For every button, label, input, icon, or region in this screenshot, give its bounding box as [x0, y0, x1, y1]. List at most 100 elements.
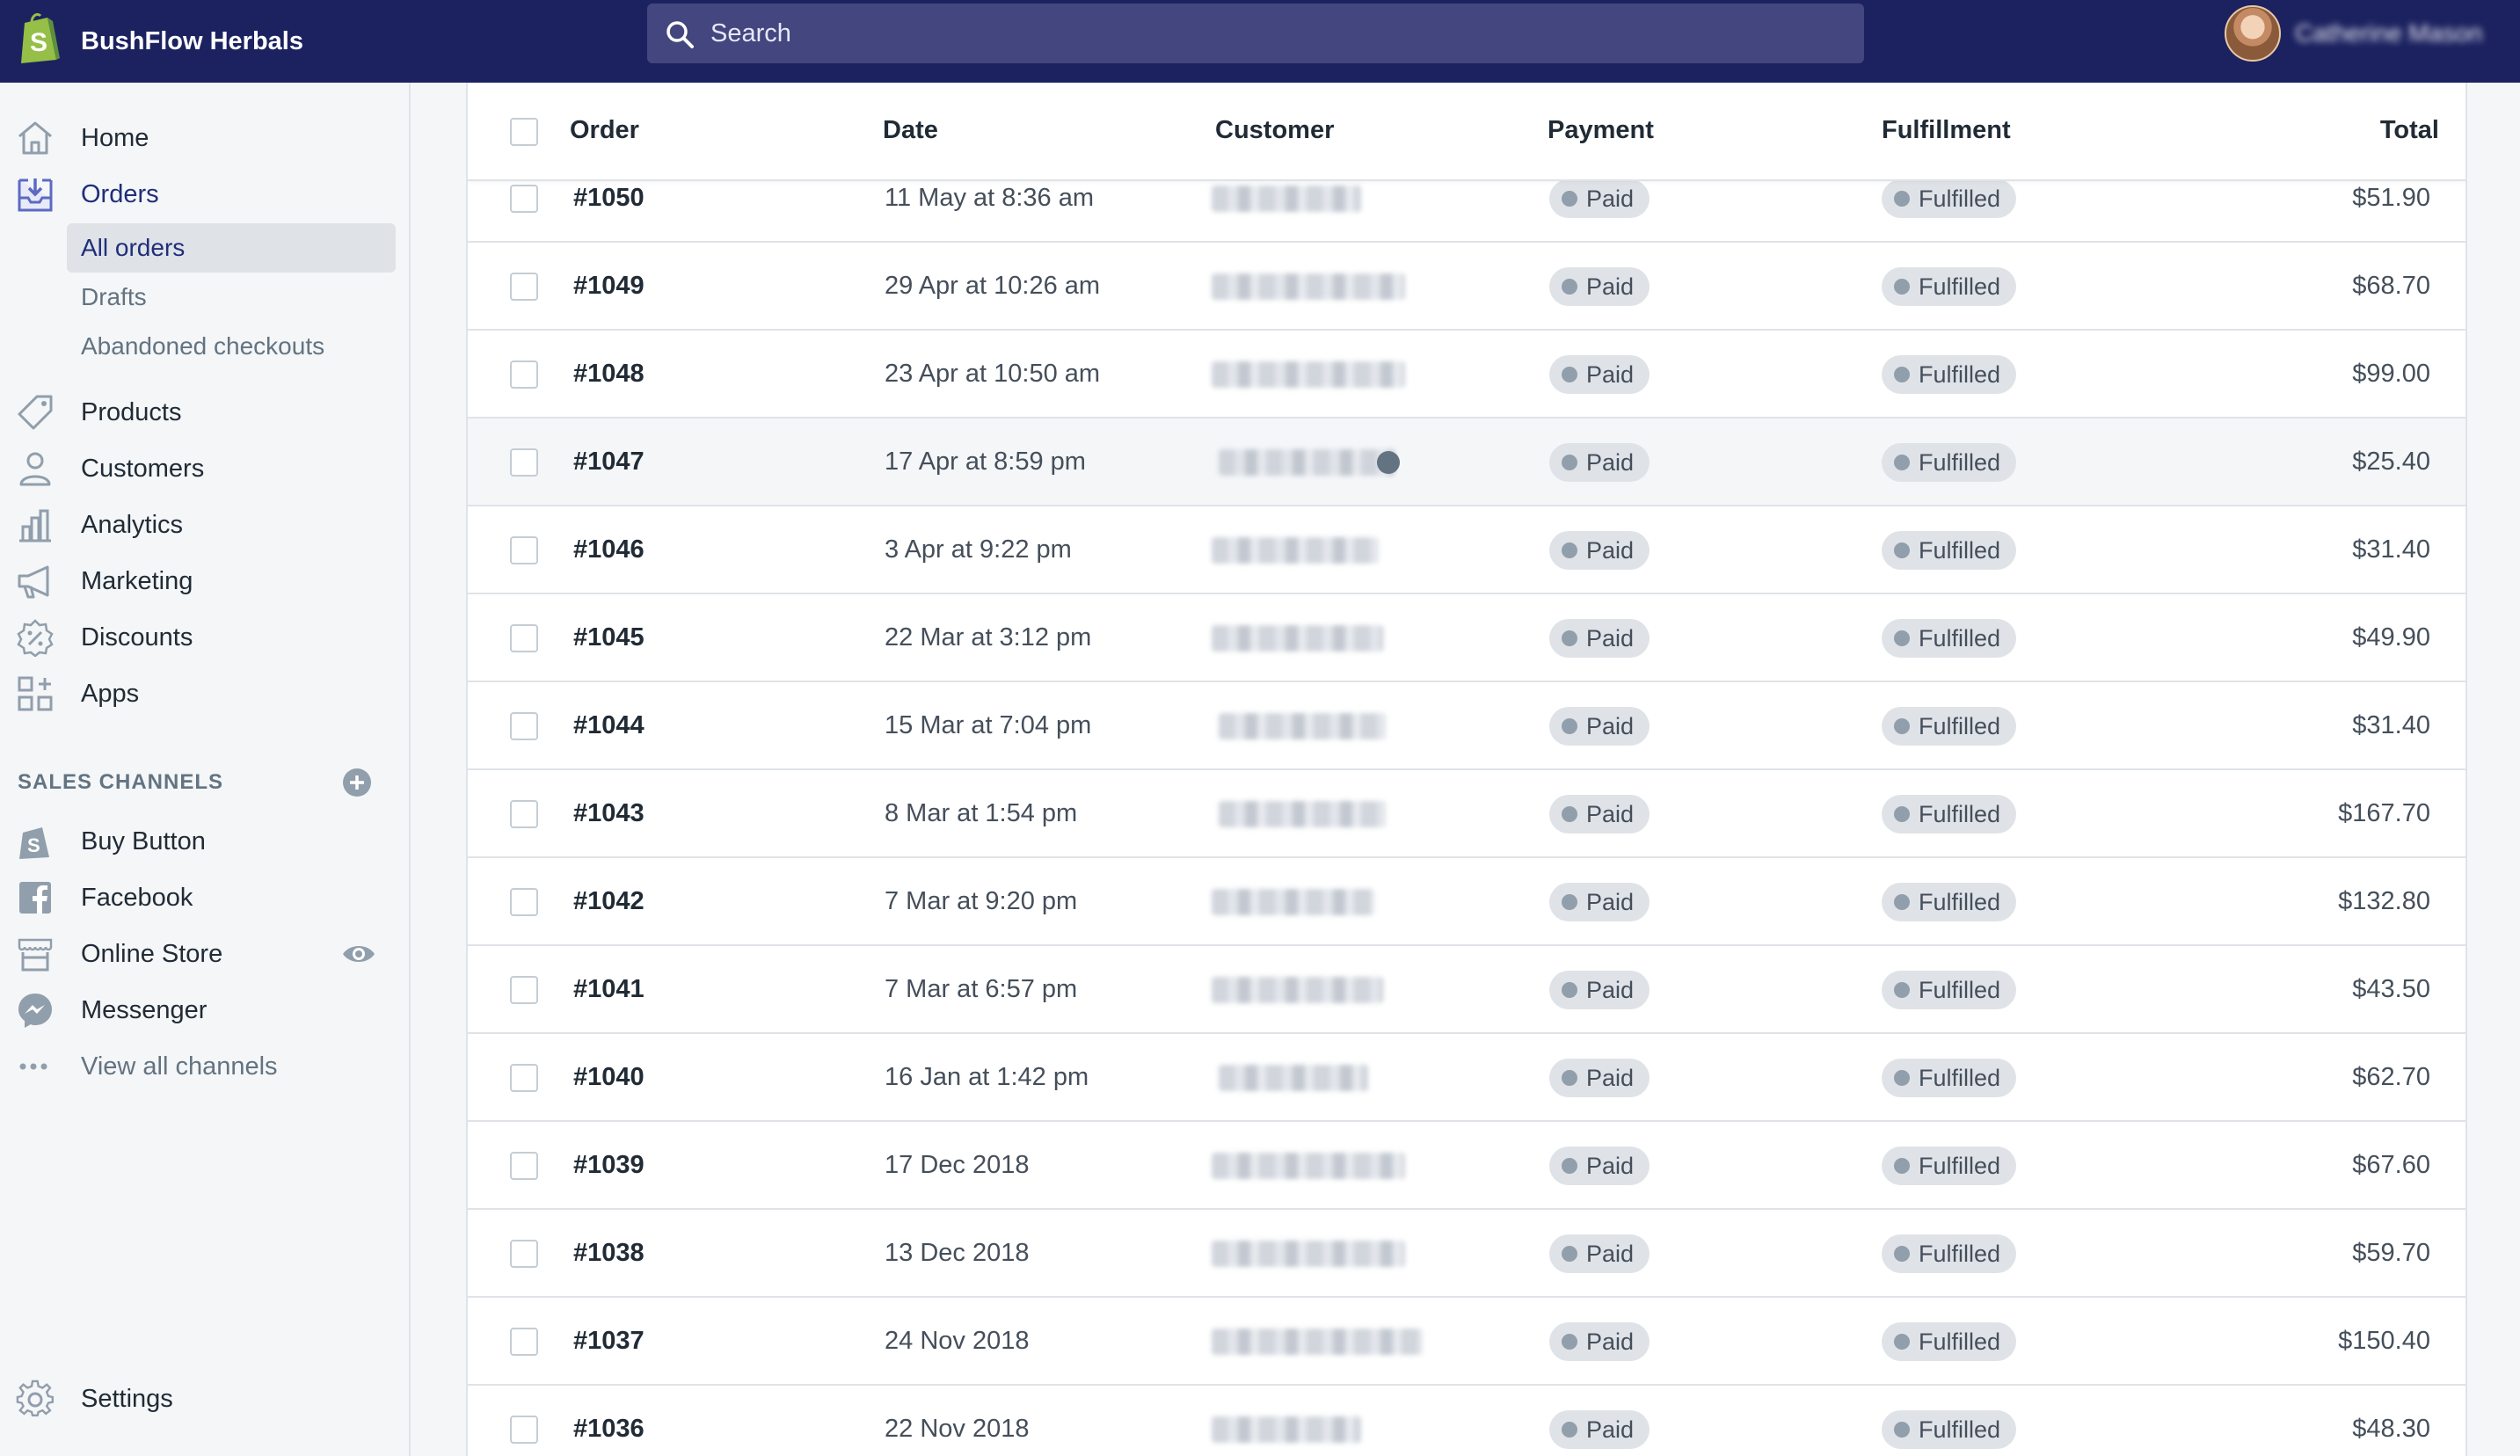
sidebar-channel-online-store[interactable]: Online Store — [0, 928, 411, 979]
sidebar-item-apps[interactable]: Apps — [0, 668, 411, 719]
order-number[interactable]: #1048 — [573, 360, 645, 388]
column-header-total[interactable]: Total — [2379, 116, 2439, 144]
table-row[interactable]: #1036 22 Nov 2018 Paid Fulfilled $48.30 — [468, 1386, 2465, 1456]
customer-name-redacted[interactable] — [1219, 713, 1386, 739]
order-number[interactable]: #1043 — [573, 799, 645, 827]
search-input[interactable] — [710, 4, 1845, 63]
status-badge-label: Fulfilled — [1919, 1328, 2001, 1355]
customer-details-icon[interactable] — [1377, 451, 1400, 474]
table-row[interactable]: #1043 8 Mar at 1:54 pm Paid Fulfilled $167.7… — [468, 770, 2465, 858]
row-checkbox[interactable] — [510, 1328, 538, 1356]
sidebar-item-settings[interactable]: Settings — [0, 1373, 411, 1424]
customer-name-redacted[interactable] — [1219, 1065, 1368, 1091]
row-checkbox[interactable] — [510, 1240, 538, 1268]
sidebar-channel-facebook[interactable]: Facebook — [0, 872, 411, 923]
row-checkbox[interactable] — [510, 712, 538, 740]
customer-name-redacted[interactable] — [1212, 1153, 1405, 1179]
order-date: 7 Mar at 9:20 pm — [885, 887, 1078, 915]
sidebar-channel-buy-button[interactable]: S Buy Button — [0, 816, 411, 867]
sidebar-channel-messenger[interactable]: Messenger — [0, 985, 411, 1036]
sidebar-subitem-abandoned-checkouts[interactable]: Abandoned checkouts — [67, 322, 396, 371]
customer-name-redacted[interactable] — [1212, 977, 1383, 1003]
row-checkbox[interactable] — [510, 976, 538, 1004]
row-checkbox[interactable] — [510, 360, 538, 389]
customer-name-redacted[interactable] — [1212, 537, 1379, 564]
table-row[interactable]: #1044 15 Mar at 7:04 pm Paid Fulfilled $31.4… — [468, 682, 2465, 770]
order-number[interactable]: #1040 — [573, 1063, 645, 1091]
order-number[interactable]: #1047 — [573, 448, 645, 476]
table-row[interactable]: #1045 22 Mar at 3:12 pm Paid Fulfilled $49.9… — [468, 594, 2465, 682]
customer-name-redacted[interactable] — [1219, 449, 1395, 476]
customer-name-redacted[interactable] — [1212, 625, 1383, 652]
sidebar-item-home[interactable]: Home — [0, 113, 411, 164]
store-name[interactable]: BushFlow Herbals — [81, 27, 303, 55]
table-row[interactable]: #1041 7 Mar at 6:57 pm Paid Fulfilled $43.50 — [468, 946, 2465, 1034]
status-badge-label: Fulfilled — [1919, 800, 2001, 827]
sidebar-item-marketing[interactable]: Marketing — [0, 556, 411, 607]
row-checkbox[interactable] — [510, 1152, 538, 1180]
order-number[interactable]: #1038 — [573, 1239, 645, 1267]
table-row[interactable]: #1049 29 Apr at 10:26 am Paid Fulfilled $68.… — [468, 243, 2465, 331]
column-header-customer[interactable]: Customer — [1215, 116, 1335, 144]
sidebar-view-all-channels[interactable]: View all channels — [0, 1041, 411, 1092]
table-row[interactable]: #1048 23 Apr at 10:50 am Paid Fulfilled $99.… — [468, 331, 2465, 419]
order-number[interactable]: #1042 — [573, 887, 645, 915]
sidebar-item-discounts[interactable]: Discounts — [0, 612, 411, 663]
sidebar-subitem-all-orders[interactable]: All orders — [67, 223, 396, 273]
sidebar-item-products[interactable]: Products — [0, 387, 411, 438]
customer-name-redacted[interactable] — [1219, 801, 1386, 827]
order-number[interactable]: #1049 — [573, 272, 645, 300]
table-row[interactable]: #1046 3 Apr at 9:22 pm Paid Fulfilled $31.40 — [468, 506, 2465, 594]
customer-name-redacted[interactable] — [1212, 1241, 1405, 1267]
row-checkbox[interactable] — [510, 888, 538, 916]
payment-status-badge: Paid — [1549, 1147, 1650, 1185]
column-header-payment[interactable]: Payment — [1548, 116, 1654, 144]
customer-name-redacted[interactable] — [1212, 1329, 1423, 1355]
eye-icon[interactable] — [341, 936, 376, 972]
add-channel-icon[interactable] — [341, 767, 373, 798]
table-row[interactable]: #1037 24 Nov 2018 Paid Fulfilled $150.40 — [468, 1298, 2465, 1386]
customer-name-redacted[interactable] — [1212, 186, 1361, 212]
table-row[interactable]: #1042 7 Mar at 9:20 pm Paid Fulfilled $132.8… — [468, 858, 2465, 946]
avatar[interactable] — [2225, 5, 2281, 62]
table-row[interactable]: #1039 17 Dec 2018 Paid Fulfilled $67.60 — [468, 1122, 2465, 1210]
user-menu[interactable]: Catherine Mason — [2225, 5, 2482, 62]
order-number[interactable]: #1039 — [573, 1151, 645, 1179]
sidebar-item-analytics[interactable]: Analytics — [0, 499, 411, 550]
column-header-fulfillment[interactable]: Fulfillment — [1882, 116, 2011, 144]
bar-chart-icon — [19, 509, 51, 542]
column-header-date[interactable]: Date — [883, 116, 938, 144]
customer-name-redacted[interactable] — [1212, 361, 1405, 388]
order-number[interactable]: #1045 — [573, 623, 645, 652]
row-checkbox[interactable] — [510, 624, 538, 652]
sidebar-item-orders[interactable]: Orders — [0, 169, 411, 220]
sidebar-item-label: Orders — [81, 179, 159, 208]
row-checkbox[interactable] — [510, 800, 538, 828]
row-checkbox[interactable] — [510, 536, 538, 564]
select-all-checkbox[interactable] — [510, 118, 538, 146]
customer-name-redacted[interactable] — [1212, 1416, 1361, 1443]
row-checkbox[interactable] — [510, 1416, 538, 1444]
customer-name-redacted[interactable] — [1212, 273, 1405, 300]
order-number[interactable]: #1046 — [573, 535, 645, 564]
order-number[interactable]: #1036 — [573, 1415, 645, 1443]
table-row[interactable]: #1047 17 Apr at 8:59 pm Paid Fulfilled $25.4… — [468, 419, 2465, 506]
row-checkbox[interactable] — [510, 185, 538, 213]
row-checkbox[interactable] — [510, 448, 538, 477]
row-checkbox[interactable] — [510, 273, 538, 301]
table-row[interactable]: #1038 13 Dec 2018 Paid Fulfilled $59.70 — [468, 1210, 2465, 1298]
order-number[interactable]: #1041 — [573, 975, 645, 1003]
customer-name-redacted[interactable] — [1212, 889, 1374, 915]
column-header-order[interactable]: Order — [570, 116, 639, 144]
sidebar-subitem-drafts[interactable]: Drafts — [67, 273, 396, 322]
sidebar-item-customers[interactable]: Customers — [0, 443, 411, 494]
user-name[interactable]: Catherine Mason — [2295, 19, 2483, 47]
order-number[interactable]: #1037 — [573, 1327, 645, 1355]
order-number[interactable]: #1044 — [573, 711, 645, 739]
row-checkbox[interactable] — [510, 1064, 538, 1092]
tag-icon — [18, 395, 53, 430]
order-number[interactable]: #1050 — [573, 184, 645, 212]
table-row[interactable]: #1040 16 Jan at 1:42 pm Paid Fulfilled $62.7… — [468, 1034, 2465, 1122]
shopify-logo-icon[interactable]: S — [18, 11, 62, 65]
search-bar[interactable] — [647, 4, 1864, 63]
